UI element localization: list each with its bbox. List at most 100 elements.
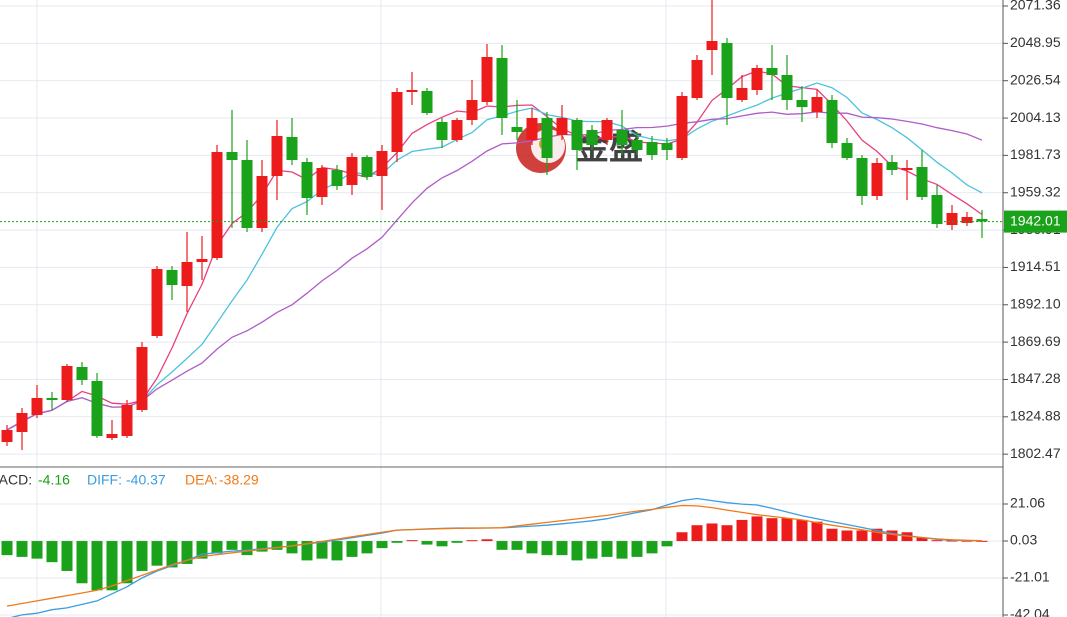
- candle-body: [166, 270, 178, 285]
- candle-body: [256, 176, 268, 228]
- candle-body: [331, 170, 343, 186]
- macd-bar: [856, 530, 868, 542]
- candle-body: [106, 434, 118, 438]
- candle-body: [346, 157, 358, 185]
- candle-body: [301, 162, 313, 198]
- macd-bar: [676, 532, 688, 542]
- macd-bar: [886, 530, 898, 542]
- macd-bar: [571, 541, 583, 561]
- macd-bar: [511, 541, 523, 550]
- last-price-label: 1942.01: [1010, 212, 1061, 228]
- macd-bar: [631, 541, 643, 557]
- macd-bar: [691, 525, 703, 542]
- candle-body: [136, 347, 148, 410]
- y-tick-label: 1824.88: [1010, 408, 1061, 424]
- candle-body: [616, 130, 628, 145]
- candle-body: [901, 168, 913, 170]
- macd-bar: [361, 541, 373, 554]
- macd-bar: [211, 541, 223, 554]
- macd-bar: [976, 540, 988, 542]
- macd-bar: [721, 525, 733, 542]
- macd-bar: [646, 541, 658, 554]
- y-tick-label: 1802.47: [1010, 445, 1061, 461]
- candle-body: [931, 195, 943, 224]
- y-tick-label: 21.06: [1010, 495, 1045, 511]
- macd-bar: [91, 541, 103, 591]
- candle-body: [211, 152, 223, 258]
- ma-line: [6, 111, 983, 431]
- candle-body: [886, 162, 898, 170]
- candle-body: [496, 58, 508, 118]
- candle-body: [271, 136, 283, 176]
- y-tick-label: 1892.10: [1010, 295, 1061, 311]
- macd-bar: [1, 541, 13, 556]
- readout-value: -4.16: [38, 472, 70, 488]
- macd-bar: [616, 541, 628, 559]
- macd-bar: [166, 541, 178, 568]
- candle-body: [721, 43, 733, 98]
- candle-body: [31, 398, 43, 415]
- candle-body: [16, 413, 28, 432]
- candle-body: [241, 160, 253, 228]
- macd-bar: [661, 541, 673, 547]
- candle-body: [61, 366, 73, 400]
- candle-body: [961, 217, 973, 223]
- candle-body: [196, 259, 208, 262]
- macd-bar: [256, 541, 268, 552]
- macd-bar: [526, 541, 538, 554]
- candle-body: [391, 92, 403, 152]
- macd-bar: [451, 541, 463, 543]
- candle-body: [46, 398, 58, 400]
- candle-body: [541, 118, 553, 158]
- macd-bar: [871, 528, 883, 542]
- candle-body: [946, 213, 958, 225]
- macd-bar: [121, 541, 133, 584]
- candle-body: [406, 90, 418, 92]
- y-tick-label: 2048.95: [1010, 34, 1061, 50]
- macd-bar: [241, 541, 253, 556]
- candle-body: [976, 219, 988, 222]
- macd-bar: [766, 518, 778, 542]
- candle-body: [691, 60, 703, 98]
- y-tick-label: 1981.73: [1010, 146, 1061, 162]
- candle-body: [856, 158, 868, 196]
- y-tick-label: 1914.51: [1010, 258, 1061, 274]
- readout-label: DIFF:: [87, 472, 122, 488]
- macd-bar: [946, 540, 958, 542]
- macd-bar: [586, 541, 598, 559]
- candle-body: [1, 430, 13, 442]
- candle-body: [451, 120, 463, 140]
- macd-bar: [916, 537, 928, 542]
- macd-bar: [16, 541, 28, 557]
- macd-bar: [31, 541, 43, 559]
- macd-bar: [346, 541, 358, 557]
- macd-bar: [796, 519, 808, 542]
- candle-body: [511, 127, 523, 132]
- macd-bar: [481, 539, 493, 542]
- macd-bar: [331, 541, 343, 561]
- candle-body: [706, 41, 718, 50]
- macd-bar: [106, 541, 118, 591]
- macd-bar: [541, 541, 553, 556]
- macd-bar: [226, 541, 238, 550]
- macd-bar: [301, 541, 313, 561]
- candle-body: [466, 100, 478, 120]
- candle-body: [316, 168, 328, 197]
- y-tick-label: -21.01: [1010, 569, 1050, 585]
- macd-bar: [436, 541, 448, 547]
- y-tick-label: 1869.69: [1010, 333, 1061, 349]
- candle-body: [646, 142, 658, 155]
- candle-body: [151, 269, 163, 336]
- candle-body: [601, 120, 613, 140]
- candle-body: [676, 96, 688, 158]
- macd-bar: [751, 516, 763, 542]
- macd-bar: [76, 541, 88, 584]
- y-tick-label: 1847.28: [1010, 370, 1061, 386]
- macd-bar: [181, 541, 193, 564]
- ma-line: [6, 70, 983, 431]
- candle-body: [811, 97, 823, 112]
- candle-body: [376, 151, 388, 176]
- macd-bar: [421, 541, 433, 545]
